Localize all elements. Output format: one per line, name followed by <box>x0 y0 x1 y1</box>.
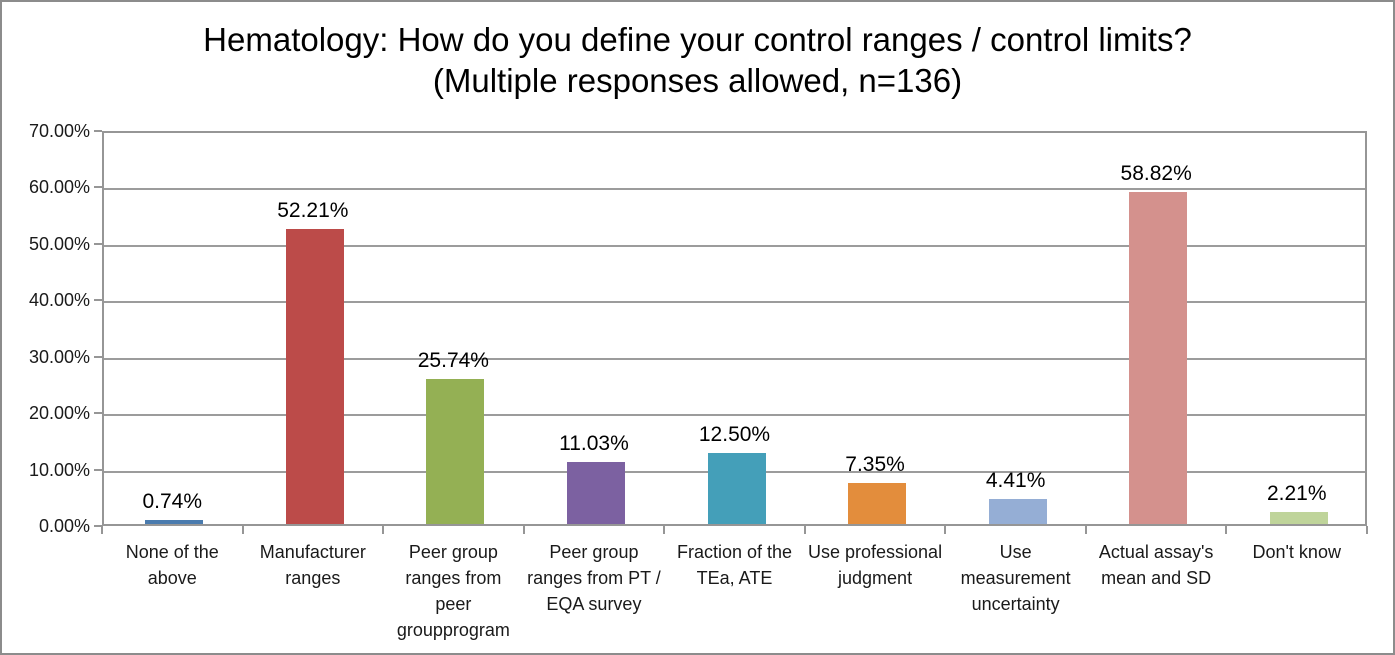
data-label-5: 12.50% <box>698 423 771 447</box>
x-axis-label-line: Fraction of the <box>676 542 793 562</box>
y-axis-label: 0.00% <box>38 516 90 536</box>
y-axis-tick <box>94 130 102 132</box>
x-axis-label-line: Actual assay's <box>1098 542 1214 562</box>
y-axis-label: 70.00% <box>28 121 90 141</box>
x-axis-tick <box>382 526 385 534</box>
x-axis-category-label: Don't know <box>1224 539 1370 565</box>
bar-7 <box>988 499 1047 524</box>
data-label-1: 0.74% <box>142 489 203 513</box>
x-axis-label-line: measurement <box>960 568 1071 588</box>
y-axis-tick <box>94 242 102 245</box>
x-axis-label-line: judgment <box>838 568 913 588</box>
y-axis-tick <box>94 525 102 527</box>
bar-5 <box>707 453 766 524</box>
bar-1 <box>145 519 204 524</box>
x-axis-tick <box>522 526 525 534</box>
x-axis-tick <box>1366 526 1368 534</box>
gridline-40 <box>104 301 1365 304</box>
y-axis-tick <box>94 355 102 358</box>
x-axis-tick <box>101 526 103 534</box>
data-label-8: 58.82% <box>1120 162 1192 186</box>
x-axis-label-line: EQA survey <box>546 594 642 614</box>
x-axis-label-line: mean and SD <box>1101 568 1212 588</box>
y-axis-label: 60.00% <box>28 177 90 198</box>
x-axis-category-label: Use measurement uncertainty <box>943 539 1089 617</box>
x-axis-tick <box>944 526 947 534</box>
x-axis-tick <box>1084 526 1087 534</box>
plot-area <box>102 131 1367 526</box>
bar-6 <box>848 482 907 524</box>
x-axis-category-label: None of the above <box>99 539 245 591</box>
x-axis-label-line: Peer group <box>549 542 639 562</box>
x-axis-category-label: Peer group ranges from peer groupprogram <box>380 539 526 643</box>
x-axis-category-label: Peer group ranges from PT / EQA survey <box>521 539 667 617</box>
x-axis-label-line: Use professional <box>808 542 943 562</box>
x-axis-tick <box>241 526 244 534</box>
x-axis-category-label: Fraction of the TEa, ATE <box>662 539 808 591</box>
data-label-4: 11.03% <box>559 431 629 455</box>
x-axis-category-label: Manufacturer ranges <box>240 539 386 591</box>
x-axis-label-line: above <box>147 568 197 588</box>
y-axis-label: 40.00% <box>28 290 90 311</box>
y-axis-tick <box>94 412 102 415</box>
gridline-50 <box>104 244 1365 247</box>
x-axis-label-line: Use <box>999 542 1032 562</box>
data-label-7: 4.41% <box>985 469 1046 493</box>
gridline-30 <box>104 357 1365 360</box>
bar-3 <box>426 378 485 524</box>
x-axis-label-line: groupprogram <box>396 620 510 640</box>
bar-2 <box>285 229 344 524</box>
y-axis-label: 20.00% <box>28 403 90 424</box>
x-axis-label-line: Manufacturer <box>259 542 366 562</box>
x-axis-tick <box>663 526 666 534</box>
x-axis-tick <box>803 526 806 534</box>
y-axis-label: 50.00% <box>28 233 90 254</box>
bar-4 <box>566 461 625 524</box>
y-axis-label: 30.00% <box>28 346 90 367</box>
x-axis-label-line: Peer group <box>408 542 498 562</box>
bar-9 <box>1269 511 1328 524</box>
x-axis-label-line: ranges <box>285 568 341 588</box>
x-axis-label-line: ranges from PT / <box>527 568 661 588</box>
data-label-2: 52.21% <box>277 199 349 223</box>
bar-8 <box>1129 192 1188 524</box>
y-axis-label: 10.00% <box>28 459 90 480</box>
x-axis-tick <box>1225 526 1228 534</box>
y-axis-tick <box>94 299 102 302</box>
x-axis-label-line: uncertainty <box>971 594 1060 614</box>
x-axis-category-label: Use professional judgment <box>802 539 948 591</box>
gridline-60 <box>104 188 1365 191</box>
x-axis-label-line: None of the <box>125 542 219 562</box>
data-label-3: 25.74% <box>417 348 489 372</box>
x-axis-category-label: Actual assay's mean and SD <box>1083 539 1229 591</box>
chart-title: Hematology: How do you define your contr… <box>203 21 1192 99</box>
gridline-20 <box>104 414 1365 417</box>
y-axis-tick <box>94 186 102 189</box>
x-axis-label-line: peer <box>435 594 472 614</box>
x-axis-label-line: ranges from <box>405 568 502 588</box>
y-axis-tick <box>94 468 102 471</box>
data-label-6: 7.35% <box>845 452 905 476</box>
x-axis-label-line: Don't know <box>1252 542 1341 562</box>
data-label-9: 2.21% <box>1266 481 1327 505</box>
x-axis-label-line: TEa, ATE <box>696 568 773 588</box>
